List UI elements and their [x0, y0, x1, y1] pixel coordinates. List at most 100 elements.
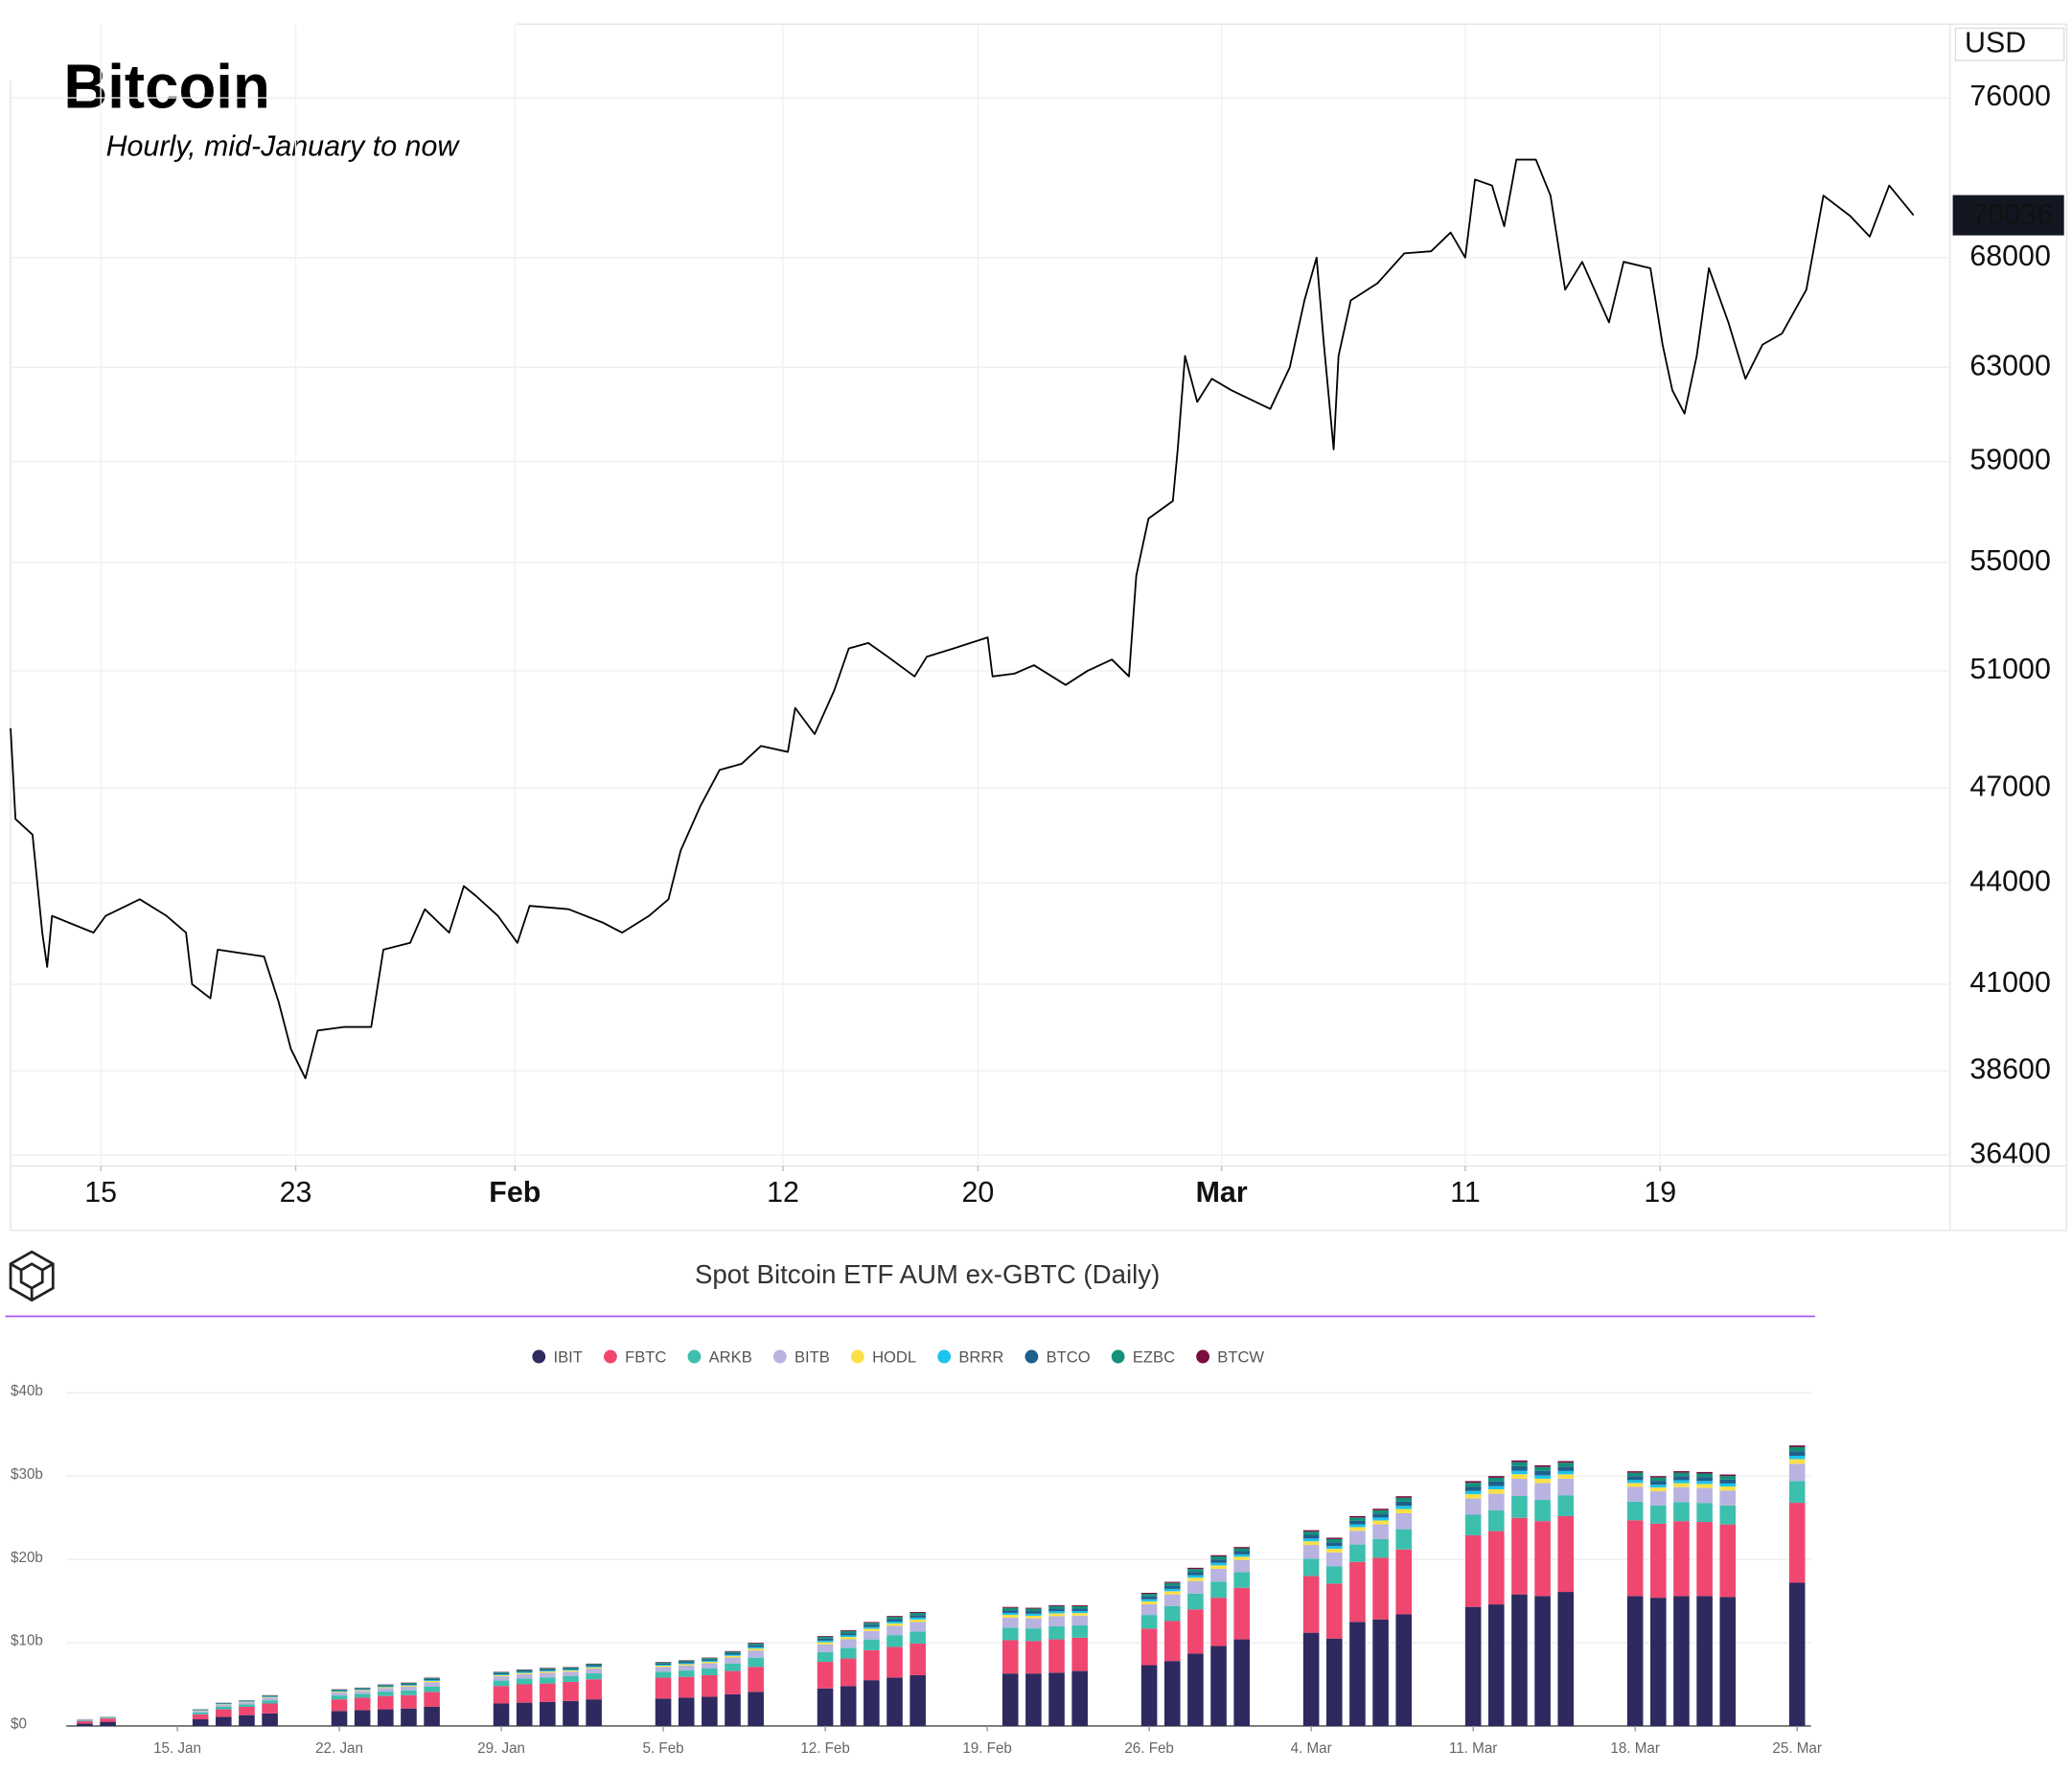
bar-segment [1210, 1646, 1227, 1726]
legend-label: BTCW [1217, 1347, 1264, 1366]
bar-segment [586, 1664, 602, 1666]
bar-segment [1719, 1474, 1737, 1477]
bar-segment [1719, 1486, 1737, 1491]
bar-segment [1048, 1613, 1065, 1617]
bar-segment [840, 1639, 857, 1648]
bar-segment [817, 1640, 834, 1643]
bar-segment [563, 1681, 579, 1701]
bar-segment [1001, 1606, 1019, 1608]
bar-segment [516, 1678, 533, 1685]
y-tick-label: 55000 [1969, 544, 2051, 577]
bar-segment [1788, 1459, 1806, 1464]
bar-segment [1511, 1474, 1528, 1479]
y-tick-label: 36400 [1969, 1137, 2051, 1169]
bar-segment [1696, 1471, 1713, 1474]
bar-segment [1302, 1538, 1320, 1542]
bar-segment [1488, 1485, 1505, 1489]
bar-segment [1163, 1591, 1181, 1595]
bar-segment [1511, 1478, 1528, 1496]
bar-segment [1349, 1517, 1366, 1521]
bar-segment [1626, 1471, 1644, 1473]
bar-segment [1048, 1608, 1065, 1612]
bar-segment [1488, 1477, 1505, 1482]
bar-segment [192, 1711, 209, 1713]
bar-segment [886, 1616, 903, 1618]
bar-segment [886, 1635, 903, 1647]
bar-segment [493, 1686, 510, 1704]
bar-segment [840, 1633, 857, 1636]
x-tick-label: 20 [961, 1176, 994, 1209]
bar-segment [493, 1674, 510, 1677]
bar-segment [725, 1670, 741, 1694]
bar-segment [1071, 1624, 1088, 1638]
bar-segment [1557, 1515, 1575, 1593]
y-tick-label: 68000 [1969, 240, 2051, 272]
legend-swatch [604, 1349, 617, 1364]
bar-segment [540, 1668, 556, 1669]
bar-segment [1233, 1572, 1250, 1588]
y-tick-label: 38600 [1969, 1052, 2051, 1085]
bar-segment [586, 1673, 602, 1680]
bar-segment [1372, 1557, 1389, 1620]
bar-segment [1534, 1521, 1551, 1597]
bar-segment [1372, 1509, 1389, 1514]
x-tick-label: 12 [767, 1176, 799, 1209]
bar-segment [1048, 1639, 1065, 1673]
bar-segment [1626, 1476, 1644, 1481]
bar-segment [655, 1662, 672, 1663]
bar-segment [886, 1623, 903, 1626]
bar-segment [1372, 1508, 1389, 1510]
legend-label: BRRR [958, 1347, 1003, 1366]
bar-segment [424, 1706, 440, 1726]
bar-segment [1464, 1514, 1482, 1535]
bar-segment [1626, 1486, 1644, 1502]
bar-segment [378, 1686, 394, 1688]
legend-label: FBTC [625, 1347, 666, 1366]
bar-segment [1325, 1549, 1343, 1553]
bar-segment [678, 1670, 695, 1677]
bar-segment [1140, 1596, 1158, 1600]
legend-swatch [1111, 1349, 1125, 1364]
bar-segment [493, 1674, 510, 1675]
bar-segment [378, 1685, 394, 1687]
bar-segment [1372, 1513, 1389, 1518]
bar-segment [817, 1638, 834, 1641]
bar-segment [1788, 1582, 1806, 1726]
bar-segment [1696, 1477, 1713, 1482]
bar-segment [1071, 1605, 1088, 1607]
bar-segment [563, 1667, 579, 1669]
x-tick-label: 15. Jan [153, 1740, 201, 1757]
bar-segment [1302, 1531, 1320, 1535]
bar-segment [1001, 1612, 1019, 1616]
bar-segment [354, 1693, 371, 1698]
bar-segment [1534, 1596, 1551, 1726]
legend-swatch [1196, 1349, 1210, 1364]
bar-segment [516, 1684, 533, 1703]
legend-label: ARKB [709, 1347, 752, 1366]
bar-segment [563, 1670, 579, 1672]
bar-segment [331, 1699, 348, 1712]
bar-segment [262, 1696, 278, 1697]
bar-segment [1372, 1619, 1389, 1726]
bar-segment [817, 1662, 834, 1689]
bar-segment [1233, 1551, 1250, 1554]
bar-segment [1534, 1483, 1551, 1501]
legend-swatch [772, 1349, 787, 1364]
bar-segment [216, 1716, 232, 1726]
bar-segment [1187, 1575, 1204, 1578]
bar-segment [817, 1642, 834, 1645]
bar-segment [1187, 1572, 1204, 1576]
bar-segment [1464, 1534, 1482, 1607]
bar-segment [1349, 1544, 1366, 1562]
bar-segment [540, 1672, 556, 1678]
bar-segment [1673, 1521, 1690, 1597]
last-price-box [1952, 195, 2064, 236]
bar-segment [1048, 1611, 1065, 1614]
x-tick-label: 19. Feb [962, 1740, 1012, 1757]
bar-segment [586, 1665, 602, 1667]
bar-segment [1696, 1503, 1713, 1523]
bar-segment [192, 1718, 209, 1726]
bar-segment [262, 1695, 278, 1696]
bar-segment [401, 1694, 417, 1709]
bar-segment [378, 1687, 394, 1689]
